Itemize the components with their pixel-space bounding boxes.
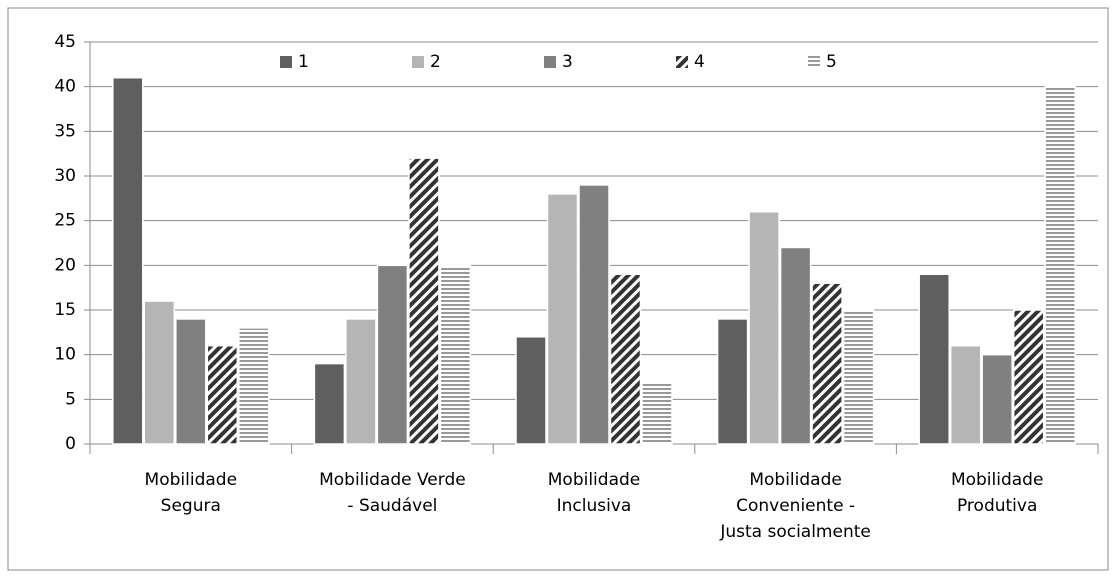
y-tick-label: 45 [54,32,76,52]
bar [376,264,409,445]
y-tick-label: 5 [65,389,76,409]
x-tick-label: Mobilidade Verde - Saudável [319,470,466,516]
legend-swatch [412,56,424,68]
bar [345,318,377,445]
y-tick-label: 20 [54,255,76,275]
bar [206,344,239,445]
bar [811,282,843,445]
legend-swatch [280,56,292,68]
bar [842,309,875,445]
legend-swatch [808,56,820,68]
y-tick-label: 25 [54,211,76,231]
bar [779,246,812,445]
legend-label: 3 [562,52,573,72]
bar [515,336,547,445]
y-tick-label: 10 [54,345,76,365]
bar [1044,85,1076,445]
bar [175,318,207,445]
y-tick-label: 15 [54,300,76,320]
y-tick-label: 0 [65,434,76,454]
x-tick-label: Mobilidade Conveniente -Justa socialmente [719,470,871,542]
bar [918,273,950,445]
bar [408,157,440,445]
bar [439,264,472,445]
bar [716,318,749,445]
bar [143,300,176,445]
x-tick-label: Mobilidade Inclusiva [548,470,641,516]
bar [1012,309,1045,445]
legend-label: 4 [694,52,705,72]
legend-label: 5 [826,52,837,72]
legend-label: 2 [430,52,441,72]
bar [238,327,270,445]
bar [546,193,579,445]
bar [609,273,642,445]
bar [949,344,982,445]
bar [748,210,780,445]
y-tick-label: 40 [54,77,76,97]
x-tick-label: Mobilidade Segura [145,470,238,516]
legend-swatch [676,56,688,68]
y-tick-label: 35 [54,121,76,141]
bar [112,76,144,445]
bar [313,362,346,445]
legend-label: 1 [298,52,309,72]
bar [578,184,610,445]
legend-swatch [544,56,556,68]
y-tick-label: 30 [54,166,76,186]
bar [641,380,673,445]
bar [981,353,1013,445]
x-tick-label: Mobilidade Produtiva [951,470,1044,516]
